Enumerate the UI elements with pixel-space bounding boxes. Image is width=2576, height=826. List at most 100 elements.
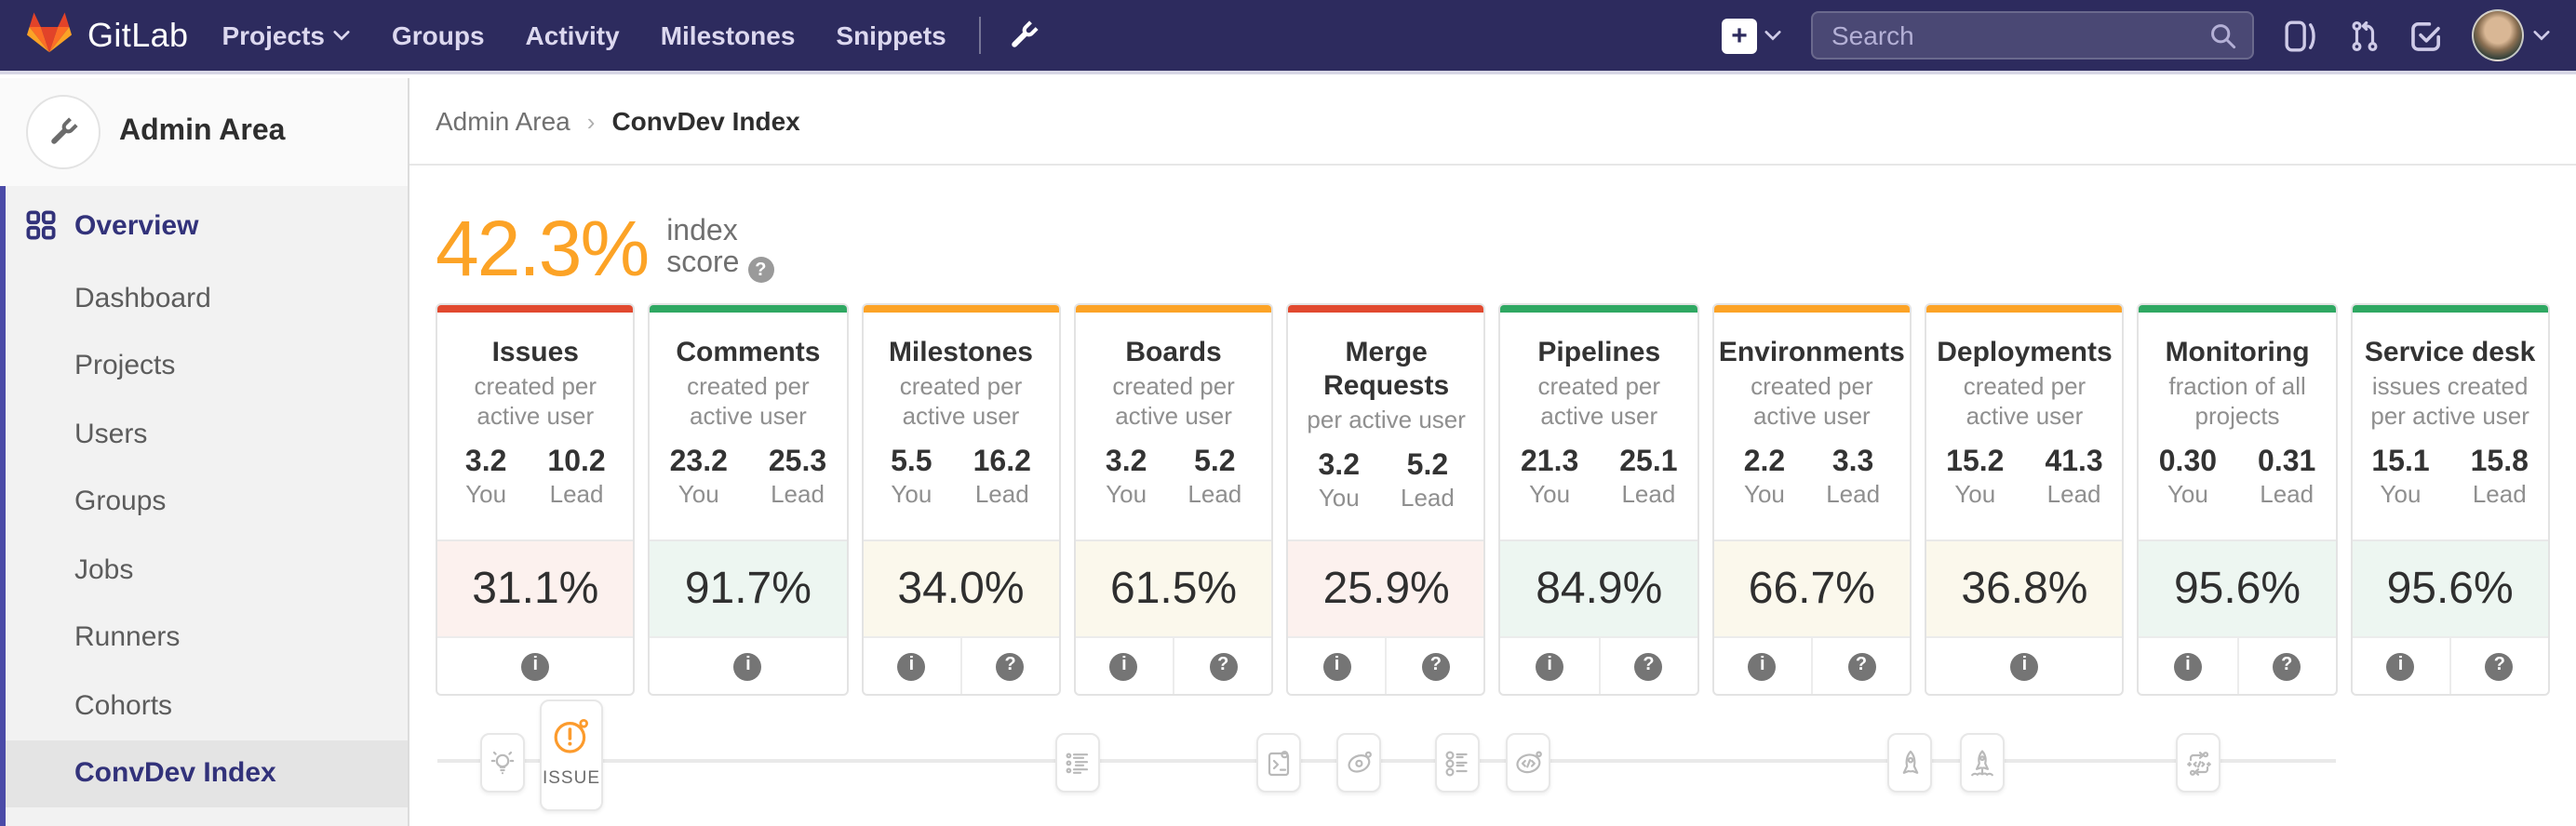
user-menu[interactable] xyxy=(2472,9,2550,61)
stage-issue-active[interactable]: ISSUE xyxy=(540,699,603,811)
card-comments: Comments created per active user 23.2 You… xyxy=(648,303,849,696)
navbar-divider xyxy=(979,17,982,54)
sidebar-item-cohorts[interactable]: Cohorts xyxy=(74,689,173,722)
stage-idea[interactable] xyxy=(480,733,525,793)
sidebar-item-groups[interactable]: Groups xyxy=(74,486,167,518)
sidebar-item-jobs[interactable]: Jobs xyxy=(74,553,134,586)
help-button[interactable]: ? xyxy=(1385,638,1484,694)
help-button[interactable]: ? xyxy=(959,638,1059,694)
stage-code[interactable] xyxy=(1506,733,1550,793)
lead-value: 5.2 xyxy=(1194,446,1236,478)
info-button[interactable]: i xyxy=(1501,638,1598,694)
card-accent-bar xyxy=(650,305,847,313)
nav-milestones[interactable]: Milestones xyxy=(660,20,796,50)
sidebar-item-runners[interactable]: Runners xyxy=(74,621,181,654)
code-review-icon xyxy=(1515,751,1541,774)
index-score-value: 42.3% xyxy=(436,205,650,292)
stage-staging[interactable] xyxy=(1887,733,1932,793)
todos-icon[interactable] xyxy=(2410,20,2442,51)
nav-activity[interactable]: Activity xyxy=(525,20,620,50)
user-avatar xyxy=(2472,9,2524,61)
card-score: 36.8% xyxy=(1926,540,2123,636)
card-title: Milestones xyxy=(888,337,1033,368)
info-button[interactable]: i xyxy=(1926,638,2123,694)
help-button[interactable]: ? xyxy=(1598,638,1697,694)
help-icon[interactable]: ? xyxy=(747,257,774,284)
card-description: created per active user xyxy=(1112,372,1235,430)
info-button[interactable]: i xyxy=(1076,638,1173,694)
sidebar-item-convdev-index[interactable]: ConvDev Index xyxy=(6,739,408,807)
help-button[interactable]: ? xyxy=(2449,638,2548,694)
sidebar-item-projects[interactable]: Projects xyxy=(74,350,176,382)
search-input[interactable] xyxy=(1828,19,2209,52)
nav-projects[interactable]: Projects xyxy=(221,20,351,50)
orbit-icon xyxy=(1347,751,1371,773)
card-accent-bar xyxy=(1926,305,2123,313)
card-title: Service desk xyxy=(2364,337,2536,368)
info-button[interactable]: i xyxy=(2352,638,2449,694)
sidebar-item-dashboard[interactable]: Dashboard xyxy=(74,282,211,314)
card-accent-bar xyxy=(1500,305,1697,313)
card-description: created per active user xyxy=(1963,372,2086,430)
rocket-launch-icon xyxy=(1971,749,1993,776)
sidebar-title: Admin Area xyxy=(119,115,286,147)
rocket-icon xyxy=(1901,749,1918,773)
card-score: 95.6% xyxy=(2352,540,2548,636)
you-value: 15.2 xyxy=(1946,446,2005,478)
issues-icon[interactable] xyxy=(2284,20,2319,51)
card-pipelines: Pipelines created per active user 21.3 Yo… xyxy=(1498,303,1699,696)
card-accent-bar xyxy=(1713,305,1911,313)
help-icon: ? xyxy=(1634,652,1663,680)
card-score: 31.1% xyxy=(437,540,634,636)
plus-icon: + xyxy=(1722,18,1757,53)
info-button[interactable]: i xyxy=(437,638,634,694)
nav-snippets[interactable]: Snippets xyxy=(836,20,946,50)
you-value: 5.5 xyxy=(891,446,932,478)
stage-commit[interactable] xyxy=(1256,733,1301,793)
you-value: 2.2 xyxy=(1743,446,1786,478)
info-button[interactable]: i xyxy=(1288,638,1385,694)
merge-requests-icon[interactable] xyxy=(2349,20,2381,51)
info-icon: i xyxy=(521,652,550,680)
help-button[interactable]: ? xyxy=(1173,638,1271,694)
help-button[interactable]: ? xyxy=(1810,638,1910,694)
navbar-links: Projects Groups Activity Milestones Snip… xyxy=(221,20,946,50)
chevron-down-icon xyxy=(2533,31,2550,41)
stage-ci[interactable] xyxy=(1336,733,1381,793)
timeline-line xyxy=(437,759,2336,763)
stage-production[interactable] xyxy=(1960,733,2005,793)
card-description: issues created per active user xyxy=(2370,372,2529,430)
sidebar-item-overview[interactable]: Overview xyxy=(6,186,408,264)
card-milestones: Milestones created per active user 5.5 Yo… xyxy=(861,303,1061,696)
new-menu-button[interactable]: + xyxy=(1722,18,1781,53)
sidebar-header[interactable]: Admin Area xyxy=(0,78,408,186)
info-icon: i xyxy=(733,652,762,680)
you-value: 3.2 xyxy=(1105,446,1147,478)
code-cycle-icon xyxy=(2186,751,2210,775)
help-icon: ? xyxy=(2273,652,2301,680)
breadcrumb-admin-area[interactable]: Admin Area xyxy=(436,106,570,136)
info-button[interactable]: i xyxy=(651,638,847,694)
terminal-clipboard-icon xyxy=(1268,750,1290,776)
stage-plan[interactable] xyxy=(1055,733,1100,793)
card-title: Comments xyxy=(676,337,821,368)
card-title: Environments xyxy=(1718,337,1905,368)
card-description: fraction of all projects xyxy=(2168,372,2306,430)
info-button[interactable]: i xyxy=(2140,638,2236,694)
help-button[interactable]: ? xyxy=(2236,638,2335,694)
stage-feedback[interactable] xyxy=(2176,733,2220,793)
nav-groups[interactable]: Groups xyxy=(391,20,485,50)
card-issues: Issues created per active user 3.2 You 10… xyxy=(436,303,636,696)
search-icon xyxy=(2209,21,2237,49)
admin-wrench-icon[interactable] xyxy=(1008,19,1041,52)
lead-value: 3.3 xyxy=(1831,446,1874,478)
stage-review[interactable] xyxy=(1435,733,1480,793)
info-button[interactable]: i xyxy=(1714,638,1811,694)
navbar-right: + xyxy=(1722,9,2550,61)
sidebar-item-users[interactable]: Users xyxy=(74,418,148,450)
gitlab-home-link[interactable]: GitLab xyxy=(26,8,188,62)
lead-value: 5.2 xyxy=(1406,450,1449,482)
top-navbar: GitLab Projects Groups Activity Mileston… xyxy=(0,0,2576,74)
info-button[interactable]: i xyxy=(863,638,959,694)
